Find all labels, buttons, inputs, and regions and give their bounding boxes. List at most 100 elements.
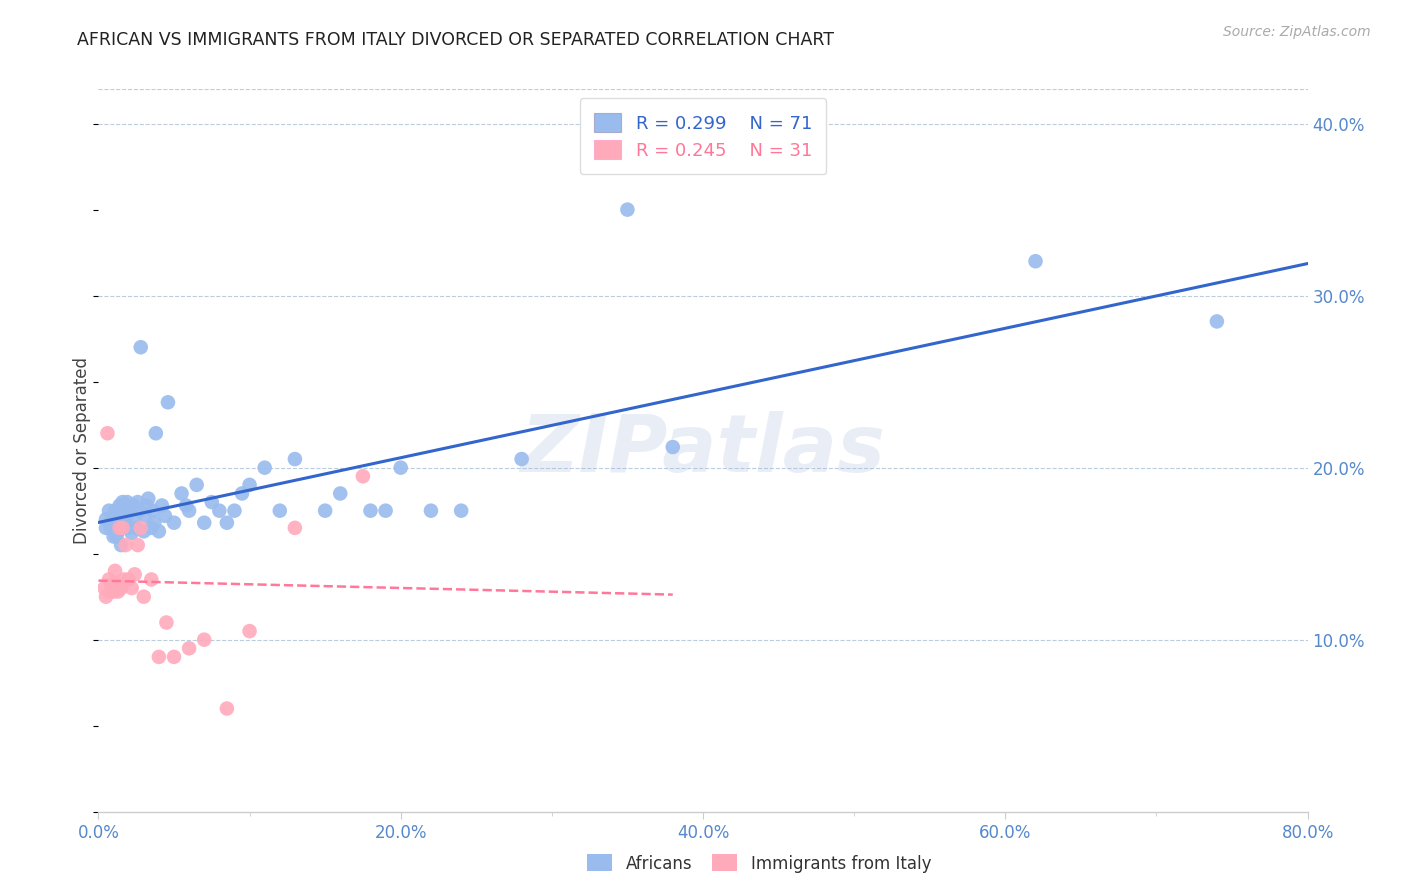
Point bbox=[103, 529, 125, 543]
Point bbox=[98, 503, 121, 517]
Point bbox=[112, 521, 135, 535]
Point bbox=[110, 538, 132, 552]
Point bbox=[142, 503, 165, 517]
Point bbox=[120, 503, 142, 517]
Point bbox=[374, 503, 396, 517]
Point bbox=[1024, 254, 1046, 268]
Point bbox=[94, 521, 117, 535]
Legend: R = 0.299    N = 71, R = 0.245    N = 31: R = 0.299 N = 71, R = 0.245 N = 31 bbox=[579, 98, 827, 174]
Point bbox=[108, 499, 131, 513]
Point bbox=[193, 516, 215, 530]
Point bbox=[616, 202, 638, 217]
Point bbox=[128, 503, 150, 517]
Point bbox=[115, 495, 138, 509]
Point bbox=[110, 503, 132, 517]
Point bbox=[174, 499, 197, 513]
Point bbox=[239, 624, 262, 639]
Point bbox=[125, 521, 148, 535]
Point bbox=[269, 503, 291, 517]
Point bbox=[179, 641, 201, 656]
Point bbox=[104, 564, 127, 578]
Point bbox=[231, 486, 253, 500]
Point bbox=[284, 521, 307, 535]
Point bbox=[103, 512, 125, 526]
Point bbox=[110, 581, 132, 595]
Point bbox=[201, 495, 224, 509]
Point bbox=[104, 503, 127, 517]
Point bbox=[129, 521, 152, 535]
Point bbox=[150, 499, 173, 513]
Point bbox=[118, 573, 141, 587]
Point bbox=[96, 426, 118, 441]
Point bbox=[186, 478, 208, 492]
Point bbox=[112, 508, 135, 523]
Point bbox=[93, 581, 115, 595]
Point bbox=[215, 516, 238, 530]
Point bbox=[135, 499, 157, 513]
Point bbox=[1206, 314, 1229, 328]
Point bbox=[111, 516, 134, 530]
Point bbox=[156, 395, 179, 409]
Point bbox=[111, 521, 134, 535]
Point bbox=[193, 632, 215, 647]
Point bbox=[141, 573, 163, 587]
Point bbox=[112, 573, 135, 587]
Point bbox=[450, 503, 472, 517]
Point bbox=[114, 538, 136, 552]
Point bbox=[141, 521, 163, 535]
Point bbox=[136, 491, 159, 506]
Point bbox=[101, 577, 124, 591]
Point bbox=[105, 516, 128, 530]
Point bbox=[124, 567, 146, 582]
Point bbox=[127, 538, 149, 552]
Point bbox=[94, 590, 117, 604]
Point bbox=[239, 478, 262, 492]
Point bbox=[124, 512, 146, 526]
Point bbox=[389, 460, 412, 475]
Point bbox=[314, 503, 336, 517]
Point bbox=[148, 649, 170, 664]
Point bbox=[105, 529, 128, 543]
Point bbox=[132, 590, 155, 604]
Point bbox=[132, 524, 155, 539]
Point bbox=[224, 503, 246, 517]
Point bbox=[352, 469, 374, 483]
Point bbox=[179, 503, 201, 517]
Point bbox=[108, 521, 131, 535]
Point bbox=[153, 508, 176, 523]
Text: ZIPatlas: ZIPatlas bbox=[520, 411, 886, 490]
Point bbox=[127, 495, 149, 509]
Point bbox=[170, 486, 193, 500]
Point bbox=[121, 526, 143, 541]
Point bbox=[122, 499, 145, 513]
Point bbox=[100, 521, 122, 535]
Point bbox=[208, 503, 231, 517]
Point bbox=[163, 516, 186, 530]
Point bbox=[215, 701, 238, 715]
Point bbox=[108, 521, 131, 535]
Text: AFRICAN VS IMMIGRANTS FROM ITALY DIVORCED OR SEPARATED CORRELATION CHART: AFRICAN VS IMMIGRANTS FROM ITALY DIVORCE… bbox=[77, 31, 834, 49]
Point bbox=[94, 512, 117, 526]
Point bbox=[105, 577, 128, 591]
Point bbox=[98, 573, 121, 587]
Point bbox=[329, 486, 352, 500]
Point bbox=[107, 584, 129, 599]
Legend: Africans, Immigrants from Italy: Africans, Immigrants from Italy bbox=[581, 847, 938, 880]
Point bbox=[420, 503, 443, 517]
Text: Source: ZipAtlas.com: Source: ZipAtlas.com bbox=[1223, 25, 1371, 39]
Point bbox=[661, 440, 683, 454]
Point bbox=[360, 503, 382, 517]
Point bbox=[101, 512, 124, 526]
Point bbox=[111, 495, 134, 509]
Point bbox=[103, 584, 125, 599]
Point bbox=[134, 508, 156, 523]
Point bbox=[284, 452, 307, 467]
Point bbox=[148, 524, 170, 539]
Point bbox=[121, 581, 143, 595]
Point bbox=[104, 521, 127, 535]
Point bbox=[510, 452, 533, 467]
Point bbox=[107, 524, 129, 539]
Point bbox=[118, 521, 141, 535]
Point bbox=[155, 615, 177, 630]
Point bbox=[100, 584, 122, 599]
